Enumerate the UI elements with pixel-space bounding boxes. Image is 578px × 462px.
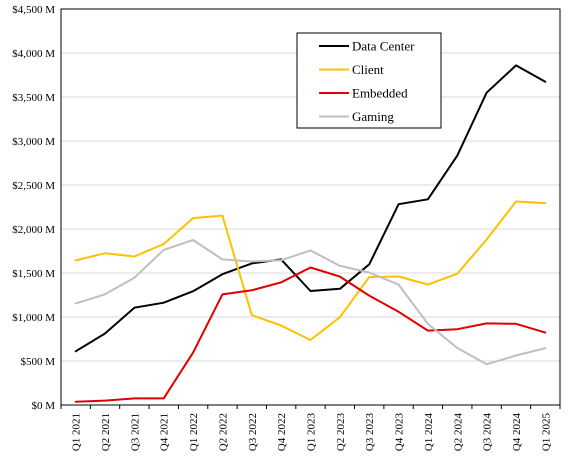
- y-tick-label: $500 M: [20, 356, 55, 368]
- series-line-client: [74, 200, 547, 341]
- legend-label: Gaming: [352, 109, 394, 124]
- y-tick-label: $2,000 M: [12, 224, 55, 236]
- series-line-embedded: [74, 266, 547, 403]
- y-tick-label: $2,500 M: [12, 180, 55, 192]
- x-tick-label: Q4 2022: [276, 413, 288, 451]
- y-tick-label: $4,000 M: [12, 48, 55, 60]
- y-tick-label: $3,500 M: [12, 92, 55, 104]
- x-tick-label: Q1 2022: [188, 413, 200, 451]
- x-tick-label: Q4 2021: [159, 413, 171, 451]
- series-lines: [74, 64, 547, 403]
- y-tick-label: $3,000 M: [12, 136, 55, 148]
- plot-area-border: [60, 8, 561, 406]
- x-tick-label: Q4 2024: [511, 413, 523, 452]
- legend-box: [296, 32, 442, 129]
- y-tick-label: $1,000 M: [12, 312, 55, 324]
- y-tick-label: $0 M: [31, 400, 55, 412]
- x-tick-label: Q1 2021: [71, 413, 83, 451]
- series-line-gaming: [74, 239, 547, 366]
- x-tick-label: Q2 2024: [452, 413, 464, 452]
- series-line-data-center: [74, 64, 547, 353]
- x-tick-label: Q3 2022: [247, 413, 259, 451]
- legend: Data Center Client Embedded Gaming: [296, 32, 442, 129]
- x-tick-label: Q1 2023: [306, 413, 318, 452]
- x-tick-label: Q4 2023: [394, 413, 406, 452]
- x-tick-label: Q3 2021: [129, 413, 141, 451]
- y-tick-label: $4,500 M: [12, 4, 55, 16]
- axes: [60, 8, 561, 409]
- x-tick-label: Q1 2025: [540, 413, 552, 452]
- x-tick-label: Q1 2024: [423, 413, 435, 452]
- legend-label: Client: [352, 62, 384, 77]
- x-tick-label: Q2 2023: [335, 413, 347, 452]
- y-tick-label: $1,500 M: [12, 268, 55, 280]
- x-tick-label: Q2 2022: [217, 413, 229, 451]
- x-tick-label: Q2 2021: [100, 413, 112, 451]
- x-tick-label: Q3 2024: [482, 413, 494, 452]
- x-axis-tick-labels: Q1 2021 Q2 2021 Q3 2021 Q4 2021 Q1 2022 Q2 20…: [71, 413, 553, 452]
- legend-label: Data Center: [352, 39, 415, 54]
- legend-label: Embedded: [352, 86, 408, 101]
- x-tick-label: Q3 2023: [364, 413, 376, 452]
- y-axis-tick-labels: $0 M $500 M $1,000 M $1,500 M $2,000 M $2,500…: [12, 4, 55, 412]
